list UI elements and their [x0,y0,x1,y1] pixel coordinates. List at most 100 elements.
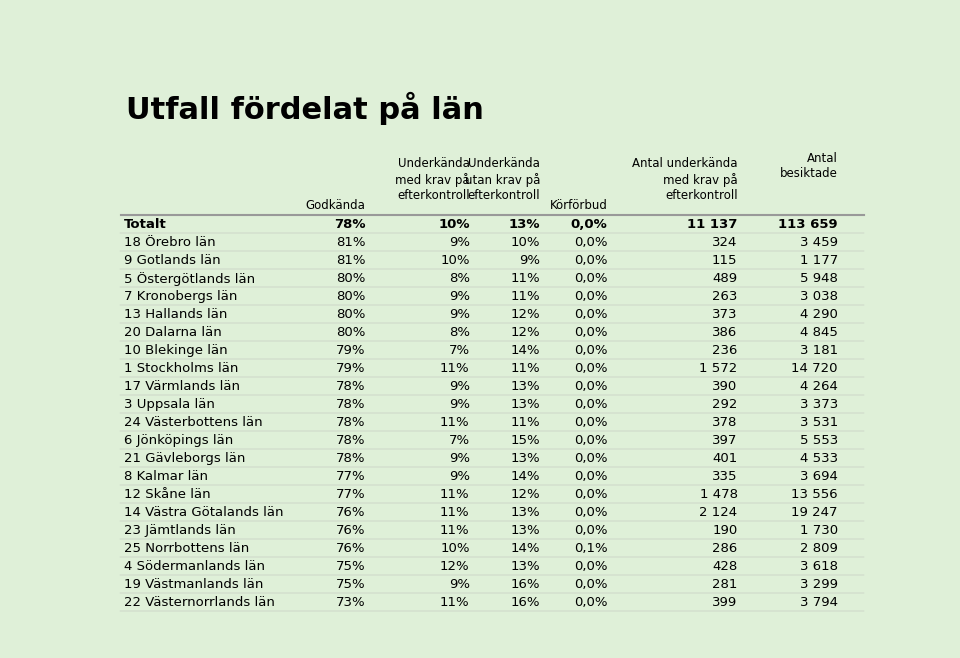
Text: Totalt: Totalt [124,218,166,232]
Text: 0,1%: 0,1% [574,542,608,555]
Text: 73%: 73% [336,596,366,609]
Text: 292: 292 [712,398,737,411]
Text: 0,0%: 0,0% [574,344,608,357]
Text: 281: 281 [712,578,737,591]
Text: 0,0%: 0,0% [574,524,608,537]
Text: Antal
besiktade: Antal besiktade [780,153,838,180]
Text: 0,0%: 0,0% [574,452,608,465]
Text: 78%: 78% [336,434,366,447]
Text: 4 290: 4 290 [800,309,838,321]
Text: 8%: 8% [448,326,469,340]
Text: 11%: 11% [511,272,540,286]
Text: 9%: 9% [448,236,469,249]
Text: 0,0%: 0,0% [570,218,608,232]
Text: 17 Värmlands län: 17 Värmlands län [124,380,240,393]
Text: 78%: 78% [336,417,366,429]
Text: 22 Västernorrlands län: 22 Västernorrlands län [124,596,275,609]
Text: 19 247: 19 247 [791,506,838,519]
Text: 11%: 11% [440,488,469,501]
Text: 11%: 11% [440,524,469,537]
Text: 8%: 8% [448,272,469,286]
Text: 23 Jämtlands län: 23 Jämtlands län [124,524,235,537]
Text: 3 794: 3 794 [800,596,838,609]
Text: 9%: 9% [448,290,469,303]
Text: 373: 373 [712,309,737,321]
Text: 6 Jönköpings län: 6 Jönköpings län [124,434,233,447]
Text: Utfall fördelat på län: Utfall fördelat på län [126,91,484,125]
Text: 5 553: 5 553 [800,434,838,447]
Text: 11%: 11% [440,363,469,375]
Text: 0,0%: 0,0% [574,506,608,519]
Text: 25 Norrbottens län: 25 Norrbottens län [124,542,249,555]
Text: 11%: 11% [511,290,540,303]
Text: 9%: 9% [448,380,469,393]
Text: 76%: 76% [336,506,366,519]
Text: 9%: 9% [519,255,540,267]
Text: 0,0%: 0,0% [574,578,608,591]
Text: 3 038: 3 038 [800,290,838,303]
Text: 7%: 7% [448,434,469,447]
Text: 4 845: 4 845 [800,326,838,340]
Text: 0,0%: 0,0% [574,470,608,483]
Text: 24 Västerbottens län: 24 Västerbottens län [124,417,262,429]
Text: 2 124: 2 124 [700,506,737,519]
Text: 5 948: 5 948 [800,272,838,286]
Text: 7%: 7% [448,344,469,357]
Text: 9%: 9% [448,470,469,483]
Text: 80%: 80% [336,290,366,303]
Text: 4 Södermanlands län: 4 Södermanlands län [124,560,265,573]
Text: 397: 397 [712,434,737,447]
Text: 19 Västmanlands län: 19 Västmanlands län [124,578,263,591]
Text: 80%: 80% [336,272,366,286]
Text: 16%: 16% [511,596,540,609]
Text: 13%: 13% [511,506,540,519]
Text: 0,0%: 0,0% [574,596,608,609]
Text: 77%: 77% [336,470,366,483]
Text: 324: 324 [712,236,737,249]
Text: 13%: 13% [511,452,540,465]
Text: 1 177: 1 177 [800,255,838,267]
Text: 12%: 12% [511,309,540,321]
Text: 1 Stockholms län: 1 Stockholms län [124,363,238,375]
Text: 18 Örebro län: 18 Örebro län [124,236,215,249]
Text: Antal underkända
med krav på
efterkontroll: Antal underkända med krav på efterkontro… [632,157,737,201]
Text: 0,0%: 0,0% [574,272,608,286]
Text: 0,0%: 0,0% [574,417,608,429]
Text: 0,0%: 0,0% [574,255,608,267]
Text: 1 572: 1 572 [699,363,737,375]
Text: 14%: 14% [511,470,540,483]
Text: 263: 263 [712,290,737,303]
Text: 11%: 11% [440,506,469,519]
Text: 5 Östergötlands län: 5 Östergötlands län [124,272,254,286]
Text: 3 Uppsala län: 3 Uppsala län [124,398,215,411]
Text: 0,0%: 0,0% [574,309,608,321]
Text: 15%: 15% [511,434,540,447]
Text: 11%: 11% [440,596,469,609]
Text: 0,0%: 0,0% [574,326,608,340]
Text: 3 459: 3 459 [800,236,838,249]
Text: 10%: 10% [441,255,469,267]
Text: 190: 190 [712,524,737,537]
Text: 3 299: 3 299 [800,578,838,591]
Text: 10%: 10% [441,542,469,555]
Text: 3 373: 3 373 [800,398,838,411]
Text: 16%: 16% [511,578,540,591]
Text: 0,0%: 0,0% [574,398,608,411]
Text: 76%: 76% [336,524,366,537]
Text: 399: 399 [712,596,737,609]
Text: 0,0%: 0,0% [574,363,608,375]
Text: Underkända
utan krav på
efterkontroll: Underkända utan krav på efterkontroll [465,157,540,201]
Text: 236: 236 [712,344,737,357]
Text: 13 Hallands län: 13 Hallands län [124,309,228,321]
Text: 9%: 9% [448,452,469,465]
Text: 13%: 13% [511,524,540,537]
Text: 20 Dalarna län: 20 Dalarna län [124,326,222,340]
Text: 80%: 80% [336,326,366,340]
Text: 9 Gotlands län: 9 Gotlands län [124,255,221,267]
Text: 115: 115 [712,255,737,267]
Text: 13%: 13% [511,380,540,393]
Text: 0,0%: 0,0% [574,488,608,501]
Text: 0,0%: 0,0% [574,236,608,249]
Text: 3 181: 3 181 [800,344,838,357]
Text: 3 618: 3 618 [800,560,838,573]
